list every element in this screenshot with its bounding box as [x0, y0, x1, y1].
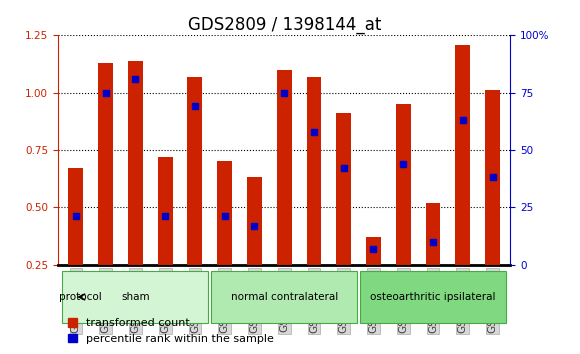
Bar: [366, 237, 381, 322]
Bar: [218, 161, 232, 322]
Legend: transformed count, percentile rank within the sample: transformed count, percentile rank withi…: [64, 314, 278, 348]
Text: sham: sham: [121, 292, 150, 302]
Bar: [187, 77, 202, 322]
Bar: [455, 45, 470, 322]
Bar: [128, 61, 143, 322]
Bar: [98, 63, 113, 322]
Text: osteoarthritic ipsilateral: osteoarthritic ipsilateral: [370, 292, 496, 302]
Bar: [485, 90, 500, 322]
Bar: [336, 113, 351, 322]
Bar: [247, 177, 262, 322]
Bar: [396, 104, 411, 322]
Text: protocol: protocol: [59, 292, 102, 302]
FancyBboxPatch shape: [360, 271, 506, 322]
FancyBboxPatch shape: [211, 271, 357, 322]
Bar: [277, 70, 292, 322]
Bar: [426, 203, 440, 322]
Title: GDS2809 / 1398144_at: GDS2809 / 1398144_at: [187, 16, 381, 34]
Bar: [68, 168, 84, 322]
FancyBboxPatch shape: [63, 271, 208, 322]
Bar: [158, 157, 173, 322]
Bar: [306, 77, 321, 322]
Text: normal contralateral: normal contralateral: [231, 292, 338, 302]
